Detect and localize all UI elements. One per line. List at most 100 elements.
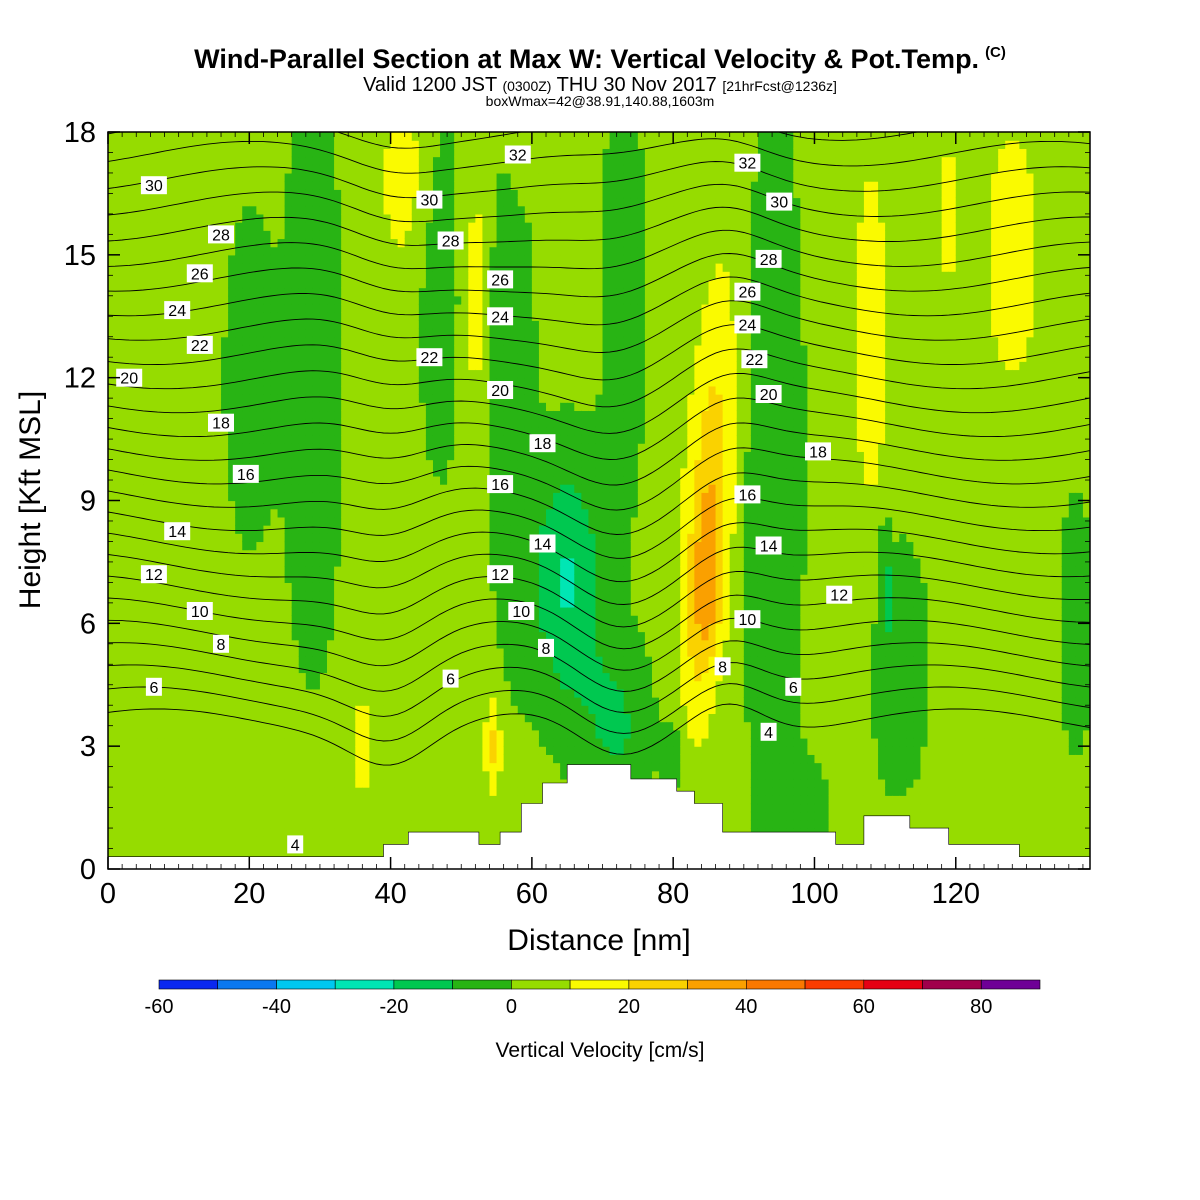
w-cell	[489, 606, 498, 616]
w-cell	[376, 467, 385, 477]
w-cell	[327, 828, 335, 837]
w-cell	[157, 303, 166, 313]
w-cell	[432, 762, 441, 772]
w-cell	[228, 844, 236, 854]
w-cell	[249, 688, 257, 698]
w-cell	[136, 525, 144, 534]
w-cell	[411, 631, 420, 641]
w-cell	[263, 541, 272, 551]
w-cell	[199, 729, 208, 739]
w-cell	[263, 295, 272, 305]
w-cell	[291, 557, 300, 567]
w-cell	[122, 484, 130, 493]
w-cell	[164, 369, 173, 379]
w-cell	[256, 836, 265, 846]
w-cell	[376, 197, 385, 207]
w-cell	[277, 467, 286, 477]
w-cell	[228, 377, 236, 387]
w-cell	[129, 205, 137, 215]
w-cell	[242, 819, 250, 829]
w-cell	[192, 680, 201, 690]
w-cell	[461, 582, 469, 592]
w-cell	[334, 582, 342, 592]
w-cell	[206, 164, 215, 174]
w-cell	[461, 746, 469, 755]
w-cell	[418, 238, 427, 248]
w-cell	[129, 697, 137, 706]
w-cell	[270, 344, 279, 354]
w-cell	[185, 426, 194, 436]
w-cell	[454, 254, 462, 264]
w-cell	[489, 697, 498, 706]
w-cell	[199, 557, 208, 567]
w-cell	[319, 434, 328, 444]
w-cell	[185, 590, 194, 600]
w-cell	[164, 828, 173, 837]
w-cell	[150, 664, 159, 674]
w-cell	[489, 508, 498, 518]
w-cell	[489, 451, 498, 461]
w-cell	[171, 737, 180, 747]
w-cell	[270, 639, 279, 649]
w-cell	[362, 541, 370, 551]
w-cell	[115, 344, 123, 354]
w-cell	[298, 467, 307, 477]
w-cell	[150, 754, 159, 764]
w-cell	[228, 803, 236, 813]
w-cell	[425, 721, 434, 731]
w-cell	[397, 459, 406, 469]
w-cell	[355, 787, 363, 796]
w-cell	[305, 377, 314, 387]
w-cell	[454, 566, 462, 575]
w-cell	[447, 631, 455, 641]
w-cell	[418, 803, 427, 813]
w-cell	[221, 344, 229, 354]
w-cell	[454, 508, 462, 518]
w-cell	[348, 778, 356, 788]
w-cell	[404, 492, 413, 502]
w-cell	[164, 737, 173, 747]
w-cell	[376, 598, 385, 608]
w-cell	[178, 148, 187, 158]
w-cell	[319, 172, 328, 182]
w-cell	[122, 795, 130, 805]
w-cell	[482, 828, 491, 837]
w-cell	[199, 181, 208, 190]
w-cell	[440, 377, 448, 387]
w-cell	[348, 557, 356, 567]
w-cell	[206, 353, 215, 362]
w-cell	[270, 418, 279, 428]
w-cell	[468, 557, 476, 567]
w-cell	[397, 664, 406, 674]
w-cell	[376, 328, 385, 338]
w-cell	[178, 844, 187, 854]
w-cell	[334, 410, 342, 420]
w-cell	[242, 525, 250, 534]
w-cell	[270, 844, 279, 854]
w-cell	[122, 189, 130, 199]
w-cell	[468, 132, 476, 141]
w-cell	[475, 664, 484, 674]
w-cell	[277, 574, 286, 583]
w-cell	[122, 778, 130, 788]
w-cell	[206, 189, 215, 199]
w-cell	[199, 811, 208, 821]
w-cell	[171, 770, 180, 780]
w-cell	[284, 631, 293, 641]
w-cell	[369, 254, 378, 264]
w-cell	[369, 181, 378, 190]
w-cell	[249, 656, 257, 665]
w-cell	[383, 705, 392, 715]
w-cell	[157, 443, 166, 452]
w-cell	[122, 402, 130, 412]
w-cell	[221, 582, 229, 592]
w-cell	[362, 181, 370, 190]
w-cell	[440, 394, 448, 403]
w-cell	[242, 213, 250, 223]
w-cell	[298, 549, 307, 559]
w-cell	[468, 656, 476, 665]
w-cell	[475, 787, 484, 796]
w-cell	[475, 516, 484, 526]
w-cell	[115, 492, 123, 502]
w-cell	[348, 312, 356, 321]
